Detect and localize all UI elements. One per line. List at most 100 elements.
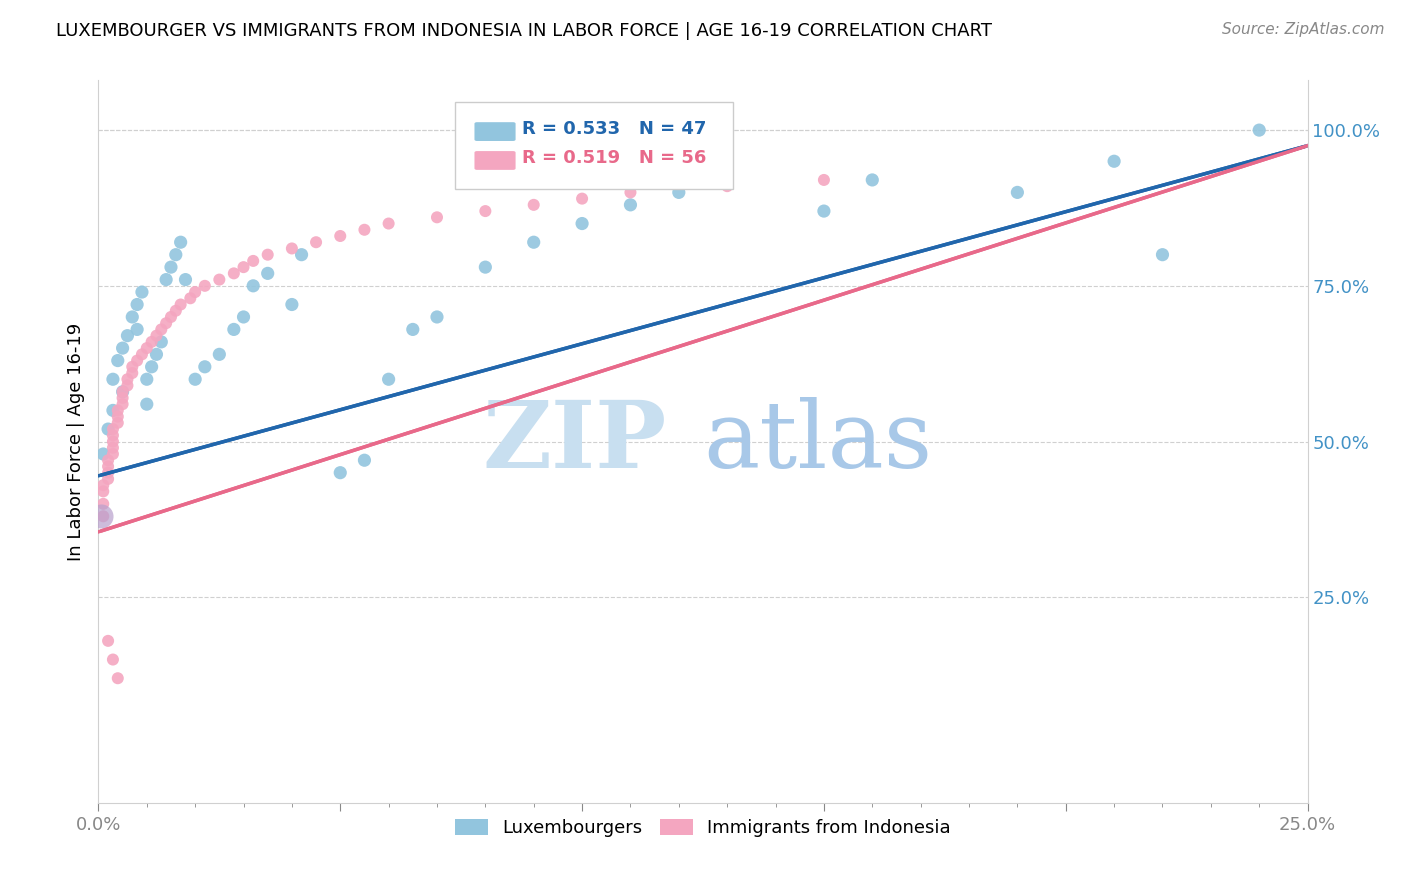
Point xyxy=(111,341,134,355)
Point xyxy=(91,447,114,461)
Point xyxy=(97,453,120,467)
Text: Source: ZipAtlas.com: Source: ZipAtlas.com xyxy=(1222,22,1385,37)
Point xyxy=(256,248,278,262)
Point xyxy=(160,260,183,274)
Point xyxy=(101,441,124,455)
Y-axis label: In Labor Force | Age 16-19: In Labor Force | Age 16-19 xyxy=(66,322,84,561)
Point xyxy=(107,416,129,430)
Point xyxy=(117,378,139,392)
Point xyxy=(619,186,641,200)
Point xyxy=(145,347,167,361)
Point xyxy=(90,509,112,524)
Point xyxy=(107,409,129,424)
Point xyxy=(571,192,593,206)
Point xyxy=(101,403,124,417)
Point xyxy=(141,334,163,349)
Point xyxy=(256,266,278,280)
Point xyxy=(91,497,114,511)
Point xyxy=(101,434,124,449)
Point xyxy=(184,285,207,299)
Point xyxy=(523,198,546,212)
Point xyxy=(571,217,593,231)
Point xyxy=(813,204,835,219)
Point xyxy=(165,303,187,318)
Point xyxy=(668,186,690,200)
Point xyxy=(145,328,167,343)
Point xyxy=(1152,248,1174,262)
Point xyxy=(111,384,134,399)
Point xyxy=(402,322,425,336)
Point xyxy=(97,466,120,480)
Point xyxy=(716,179,738,194)
FancyBboxPatch shape xyxy=(456,102,734,189)
Point xyxy=(1007,186,1029,200)
Point xyxy=(290,248,312,262)
Point xyxy=(242,278,264,293)
Point xyxy=(97,422,120,436)
Point xyxy=(222,322,245,336)
Text: ZIP: ZIP xyxy=(482,397,666,486)
Point xyxy=(127,353,149,368)
Point xyxy=(813,173,835,187)
Point xyxy=(160,310,183,324)
Point xyxy=(91,509,114,524)
Point xyxy=(101,428,124,442)
Point xyxy=(117,372,139,386)
Point xyxy=(860,173,883,187)
Point xyxy=(232,310,254,324)
Point xyxy=(619,198,641,212)
Point xyxy=(169,297,191,311)
Point xyxy=(101,372,124,386)
Point xyxy=(135,397,157,411)
Point xyxy=(127,297,149,311)
Point xyxy=(101,422,124,436)
Point xyxy=(169,235,191,250)
Text: LUXEMBOURGER VS IMMIGRANTS FROM INDONESIA IN LABOR FORCE | AGE 16-19 CORRELATION: LUXEMBOURGER VS IMMIGRANTS FROM INDONESI… xyxy=(56,22,993,40)
Point xyxy=(474,260,496,274)
Point xyxy=(97,472,120,486)
Point xyxy=(281,297,304,311)
Point xyxy=(329,466,352,480)
Point xyxy=(426,211,449,225)
Legend: Luxembourgers, Immigrants from Indonesia: Luxembourgers, Immigrants from Indonesia xyxy=(449,812,957,845)
Point xyxy=(121,310,143,324)
Point xyxy=(179,291,201,305)
Point xyxy=(194,278,217,293)
Point xyxy=(377,217,399,231)
Point xyxy=(155,316,177,330)
Point xyxy=(121,359,143,374)
Point xyxy=(141,359,163,374)
Point xyxy=(305,235,328,250)
Point xyxy=(97,459,120,474)
Point xyxy=(107,403,129,417)
Point xyxy=(208,272,231,286)
Point xyxy=(194,359,217,374)
Point xyxy=(121,366,143,380)
Point xyxy=(127,322,149,336)
Point xyxy=(135,372,157,386)
Point xyxy=(150,322,173,336)
Point xyxy=(131,285,153,299)
FancyBboxPatch shape xyxy=(474,151,516,169)
Point xyxy=(111,391,134,405)
Point xyxy=(184,372,207,386)
Point xyxy=(353,453,375,467)
Point xyxy=(474,204,496,219)
Point xyxy=(131,347,153,361)
Point xyxy=(155,272,177,286)
Point xyxy=(232,260,254,274)
Point xyxy=(107,353,129,368)
Text: R = 0.519   N = 56: R = 0.519 N = 56 xyxy=(522,149,706,168)
Point xyxy=(208,347,231,361)
Point xyxy=(1249,123,1271,137)
Point xyxy=(101,652,124,666)
Point xyxy=(107,671,129,685)
FancyBboxPatch shape xyxy=(474,122,516,141)
Point xyxy=(91,478,114,492)
Text: R = 0.533   N = 47: R = 0.533 N = 47 xyxy=(522,120,706,138)
Point xyxy=(329,229,352,244)
Point xyxy=(117,328,139,343)
Point xyxy=(281,242,304,256)
Point xyxy=(174,272,197,286)
Point xyxy=(111,384,134,399)
